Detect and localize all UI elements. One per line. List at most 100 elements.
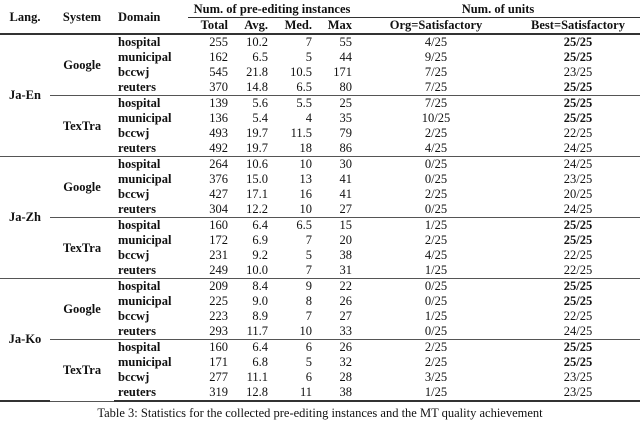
max-cell: 20 bbox=[339, 233, 353, 247]
header-system: System bbox=[50, 1, 114, 35]
max-cell: 55 bbox=[339, 35, 353, 49]
avg-cell: 9.0 bbox=[252, 294, 268, 308]
avg-cell: 9.2 bbox=[252, 248, 268, 262]
max-cell: 28 bbox=[339, 370, 353, 384]
system-cell: TexTra bbox=[50, 339, 114, 402]
med-cell: 10.5 bbox=[290, 65, 312, 79]
avg-cell: 12.8 bbox=[228, 385, 268, 402]
max-cell: 44 bbox=[339, 50, 353, 64]
total-cell: 277 bbox=[209, 370, 228, 384]
header-domain: Domain bbox=[114, 1, 188, 35]
avg-cell: 6.8 bbox=[252, 355, 268, 369]
domain-cell: municipal bbox=[118, 172, 172, 186]
total-cell: 264 bbox=[209, 157, 228, 171]
org-satisfactory-cell: 2/25 bbox=[424, 126, 448, 140]
total-cell: 162 bbox=[209, 50, 228, 64]
org-satisfactory-cell: 1/25 bbox=[356, 263, 516, 279]
best-satisfactory-cell: 23/25 bbox=[563, 370, 593, 384]
header-lang: Lang. bbox=[0, 1, 50, 35]
avg-cell: 19.7 bbox=[246, 126, 268, 140]
best-satisfactory-cell: 23/25 bbox=[516, 385, 640, 402]
system-cell: Google bbox=[50, 278, 114, 340]
table-body: Ja-En Google hospital 255 10.2 7 55 4/25 25/25 mu… bbox=[0, 34, 640, 402]
domain-cell: municipal bbox=[118, 294, 172, 308]
table-row: bccwj 493 19.7 11.5 79 2/25 22/25 bbox=[0, 126, 640, 141]
avg-cell: 11.7 bbox=[228, 324, 268, 340]
table-row: bccwj 427 17.1 16 41 2/25 20/25 bbox=[0, 187, 640, 202]
avg-cell: 17.1 bbox=[246, 187, 268, 201]
domain-cell: reuters bbox=[114, 141, 188, 157]
total-cell: 493 bbox=[209, 126, 228, 140]
med-cell: 6.5 bbox=[296, 218, 312, 232]
org-satisfactory-cell: 7/25 bbox=[424, 96, 448, 110]
table-row: reuters 249 10.0 7 31 1/25 22/25 bbox=[0, 263, 640, 279]
max-cell: 171 bbox=[333, 65, 352, 79]
domain-cell: bccwj bbox=[118, 126, 150, 140]
total-cell: 223 bbox=[209, 309, 228, 323]
med-cell: 10 bbox=[268, 324, 312, 340]
domain-cell: municipal bbox=[118, 355, 172, 369]
total-cell: 160 bbox=[209, 218, 228, 232]
org-satisfactory-cell: 10/25 bbox=[421, 111, 451, 125]
med-cell: 6 bbox=[305, 370, 312, 384]
avg-cell: 19.7 bbox=[228, 141, 268, 157]
max-cell: 31 bbox=[312, 263, 356, 279]
lang-cell: Ja-Zh bbox=[0, 156, 50, 279]
avg-cell: 5.6 bbox=[252, 96, 268, 110]
max-cell: 27 bbox=[312, 202, 356, 218]
table-row: municipal 172 6.9 7 20 2/25 25/25 bbox=[0, 233, 640, 248]
org-satisfactory-cell: 1/25 bbox=[424, 309, 448, 323]
domain-cell: hospital bbox=[118, 157, 161, 171]
table-row: reuters 304 12.2 10 27 0/25 24/25 bbox=[0, 202, 640, 218]
domain-cell: reuters bbox=[114, 324, 188, 340]
best-satisfactory-cell: 22/25 bbox=[563, 248, 593, 262]
table-caption: Table 3: Statistics for the collected pr… bbox=[97, 406, 543, 420]
domain-cell: bccwj bbox=[118, 248, 150, 262]
best-satisfactory-cell: 25/25 bbox=[563, 111, 593, 125]
max-cell: 38 bbox=[339, 248, 353, 262]
best-satisfactory-cell: 25/25 bbox=[563, 355, 593, 369]
table-row: Ja-Zh Google hospital 264 10.6 10 30 0/25 24/25 bbox=[0, 156, 640, 279]
total-cell: 293 bbox=[188, 324, 228, 340]
best-satisfactory-cell: 25/25 bbox=[563, 218, 593, 232]
domain-cell: reuters bbox=[114, 263, 188, 279]
org-satisfactory-cell: 2/25 bbox=[424, 340, 448, 354]
org-satisfactory-cell: 0/25 bbox=[424, 294, 448, 308]
med-cell: 10 bbox=[299, 157, 313, 171]
avg-cell: 6.9 bbox=[252, 233, 268, 247]
max-cell: 27 bbox=[339, 309, 353, 323]
domain-cell: hospital bbox=[118, 279, 161, 293]
total-cell: 370 bbox=[188, 80, 228, 96]
med-cell: 5.5 bbox=[296, 96, 312, 110]
table-row: Ja-En Google hospital 255 10.2 7 55 4/25 25/25 bbox=[0, 34, 640, 157]
med-cell: 5 bbox=[305, 248, 312, 262]
org-satisfactory-cell: 0/25 bbox=[424, 157, 448, 171]
statistics-table: Lang. System Domain Num. of pre-editing … bbox=[0, 1, 640, 402]
med-cell: 18 bbox=[268, 141, 312, 157]
total-cell: 319 bbox=[188, 385, 228, 402]
table-row: reuters 492 19.7 18 86 4/25 24/25 bbox=[0, 141, 640, 157]
domain-cell: reuters bbox=[114, 385, 188, 402]
avg-cell: 10.0 bbox=[228, 263, 268, 279]
org-satisfactory-cell: 7/25 bbox=[356, 80, 516, 96]
header-total: Total bbox=[188, 17, 228, 35]
avg-cell: 6.4 bbox=[252, 340, 268, 354]
max-cell: 35 bbox=[339, 111, 353, 125]
best-satisfactory-cell: 25/25 bbox=[563, 50, 593, 64]
avg-cell: 6.4 bbox=[252, 218, 268, 232]
table-row: municipal 376 15.0 13 41 0/25 23/25 bbox=[0, 172, 640, 187]
max-cell: 25 bbox=[339, 96, 353, 110]
max-cell: 80 bbox=[312, 80, 356, 96]
domain-cell: bccwj bbox=[118, 187, 150, 201]
med-cell: 5 bbox=[305, 50, 312, 64]
best-satisfactory-cell: 25/25 bbox=[563, 340, 593, 354]
domain-cell: hospital bbox=[118, 218, 161, 232]
domain-cell: reuters bbox=[114, 202, 188, 218]
max-cell: 38 bbox=[312, 385, 356, 402]
total-cell: 427 bbox=[209, 187, 228, 201]
domain-cell: hospital bbox=[118, 35, 161, 49]
domain-cell: reuters bbox=[114, 80, 188, 96]
table-row: bccwj 231 9.2 5 38 4/25 22/25 bbox=[0, 248, 640, 263]
best-satisfactory-cell: 23/25 bbox=[563, 65, 593, 79]
org-satisfactory-cell: 9/25 bbox=[424, 50, 448, 64]
